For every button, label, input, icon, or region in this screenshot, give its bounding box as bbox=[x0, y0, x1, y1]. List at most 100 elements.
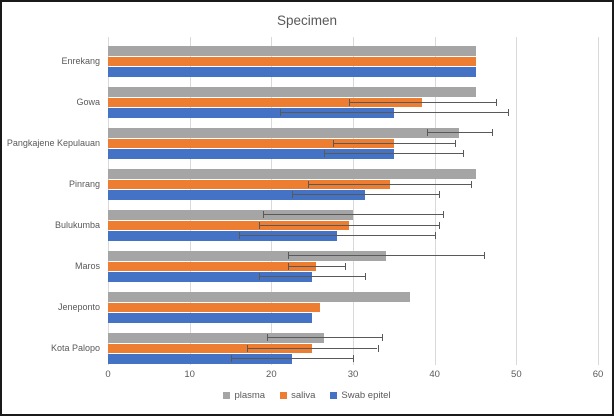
error-bar-cap bbox=[434, 232, 436, 240]
error-bar bbox=[259, 276, 366, 278]
x-tick-label: 60 bbox=[592, 369, 604, 380]
error-bar-cap bbox=[263, 211, 265, 219]
error-bar-cap bbox=[348, 98, 350, 106]
error-bar-cap bbox=[353, 355, 354, 363]
legend-swatch-icon bbox=[223, 392, 231, 399]
category-label: Bulukumba bbox=[54, 219, 100, 230]
gridline bbox=[598, 37, 599, 365]
category-label: Jeneponto bbox=[57, 301, 100, 312]
bar-saliva bbox=[108, 302, 321, 312]
gridline bbox=[108, 37, 109, 365]
error-bar-cap bbox=[291, 191, 293, 199]
category-label: Gowa bbox=[76, 96, 100, 107]
error-bar bbox=[259, 224, 439, 226]
error-bar-cap bbox=[508, 109, 510, 117]
bar-swab-epitel bbox=[108, 149, 394, 159]
error-bar-cap bbox=[471, 180, 473, 188]
bar-saliva bbox=[108, 343, 313, 353]
legend-swatch-icon bbox=[280, 392, 288, 399]
bar-saliva bbox=[108, 97, 423, 107]
x-tick-label: 0 bbox=[105, 369, 111, 380]
error-bar-cap bbox=[442, 211, 444, 219]
error-bar bbox=[291, 194, 439, 196]
error-bar bbox=[308, 183, 472, 185]
error-bar bbox=[263, 214, 443, 216]
gridline bbox=[434, 37, 436, 365]
error-bar bbox=[287, 255, 484, 257]
bar-swab-epitel bbox=[108, 354, 292, 364]
bar-saliva bbox=[108, 179, 390, 189]
bar-plasma bbox=[108, 46, 476, 56]
error-bar bbox=[287, 265, 345, 267]
error-bar-cap bbox=[267, 334, 269, 342]
error-bar-cap bbox=[259, 273, 261, 281]
error-bar-cap bbox=[279, 109, 281, 117]
error-bar-cap bbox=[455, 139, 457, 147]
error-bar-cap bbox=[381, 334, 383, 342]
legend-label: plasma bbox=[234, 390, 266, 401]
x-tick-label: 20 bbox=[266, 369, 277, 380]
error-bar-cap bbox=[287, 252, 289, 260]
gridline bbox=[271, 37, 273, 365]
bar-swab-epitel bbox=[108, 108, 394, 118]
error-bar-cap bbox=[426, 129, 428, 137]
error-bar bbox=[238, 235, 435, 237]
legend-item: plasma bbox=[223, 390, 265, 401]
bar-plasma bbox=[108, 128, 460, 138]
error-bar bbox=[324, 153, 464, 155]
error-bar-cap bbox=[238, 232, 240, 240]
error-bar bbox=[348, 101, 496, 103]
legend-swatch-icon bbox=[330, 392, 338, 399]
gridline bbox=[353, 37, 354, 365]
bar-swab-epitel bbox=[108, 231, 337, 241]
error-bar-cap bbox=[230, 355, 232, 363]
bar-saliva bbox=[108, 261, 317, 271]
category-label: Kota Palopo bbox=[50, 342, 100, 353]
error-bar-cap bbox=[308, 180, 310, 188]
error-bar-cap bbox=[483, 252, 485, 260]
error-bar bbox=[230, 358, 353, 360]
error-bar bbox=[246, 347, 378, 349]
legend-item: Swab epitel bbox=[330, 390, 391, 401]
error-bar-cap bbox=[287, 262, 289, 270]
error-bar bbox=[426, 132, 492, 134]
category-axis: Enrekang Gowa Pangkajene Kepulauan Pinrang B… bbox=[2, 37, 100, 365]
error-bar-cap bbox=[324, 150, 326, 158]
error-bar-cap bbox=[491, 129, 493, 137]
error-bar-cap bbox=[463, 150, 465, 158]
error-bar-cap bbox=[438, 221, 440, 229]
bar-plasma bbox=[108, 292, 411, 302]
bar-swab-epitel bbox=[108, 272, 313, 282]
gridline bbox=[189, 37, 191, 365]
bar-plasma bbox=[108, 210, 353, 220]
category-label: Pangkajene Kepulauan bbox=[6, 137, 100, 148]
category-label: Enrekang bbox=[61, 55, 100, 66]
error-bar-cap bbox=[344, 262, 346, 270]
plot-area bbox=[108, 37, 599, 365]
gridline bbox=[516, 37, 518, 365]
error-bar-cap bbox=[246, 344, 248, 352]
error-bar-cap bbox=[259, 221, 261, 229]
x-tick-label: 10 bbox=[184, 369, 195, 380]
bar-swab-epitel bbox=[108, 313, 313, 323]
bar-saliva bbox=[108, 138, 394, 148]
error-bar-cap bbox=[332, 139, 334, 147]
bar-plasma bbox=[108, 333, 325, 343]
error-bar-cap bbox=[495, 98, 497, 106]
error-bar-cap bbox=[365, 273, 367, 281]
legend-item: saliva bbox=[280, 390, 315, 401]
error-bar-cap bbox=[438, 191, 440, 199]
bar-swab-epitel bbox=[108, 67, 476, 77]
legend: plasma saliva Swab epitel bbox=[2, 390, 612, 401]
bar-plasma bbox=[108, 87, 476, 97]
x-tick-label: 30 bbox=[347, 369, 359, 380]
bar-swab-epitel bbox=[108, 190, 366, 200]
bar-saliva bbox=[108, 56, 476, 66]
error-bar bbox=[267, 337, 382, 339]
x-tick-label: 50 bbox=[511, 369, 522, 380]
bar-plasma bbox=[108, 169, 476, 179]
error-bar-cap bbox=[377, 344, 379, 352]
bar-plasma bbox=[108, 251, 386, 261]
category-label: Maros bbox=[74, 260, 100, 271]
